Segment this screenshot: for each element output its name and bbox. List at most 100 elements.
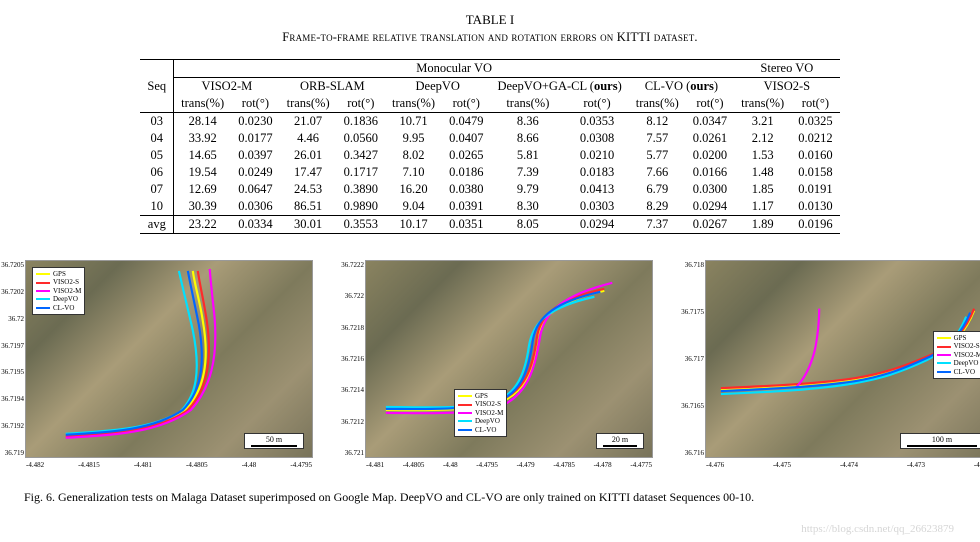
x-axis: -4.482-4.4815-4.481-4.4805-4.48-4.4795 bbox=[26, 461, 312, 469]
data-cell: 0.0186 bbox=[442, 164, 490, 181]
sub-rot: rot(°) bbox=[686, 95, 734, 113]
method-header: CL-VO (ours) bbox=[629, 78, 734, 96]
sub-trans: trans(%) bbox=[629, 95, 686, 113]
legend-swatch bbox=[36, 307, 50, 309]
data-cell: 0.0397 bbox=[231, 147, 279, 164]
data-cell: 1.85 bbox=[734, 181, 791, 198]
data-cell: 0.0294 bbox=[686, 198, 734, 216]
map-panel: GPSVISO2-SVISO2-MDeepVOCL-VO100 m36.7183… bbox=[705, 260, 980, 458]
legend-swatch bbox=[36, 290, 50, 292]
data-cell: 0.0353 bbox=[565, 113, 628, 131]
legend-item: VISO2-S bbox=[937, 342, 980, 350]
legend-label: VISO2-M bbox=[954, 351, 980, 359]
data-cell: 7.57 bbox=[629, 130, 686, 147]
sub-rot: rot(°) bbox=[337, 95, 385, 113]
data-cell: 5.81 bbox=[490, 147, 565, 164]
data-cell: 8.02 bbox=[385, 147, 442, 164]
legend-swatch bbox=[36, 298, 50, 300]
scale-label: 20 m bbox=[612, 435, 628, 444]
data-cell: 17.47 bbox=[280, 164, 337, 181]
table-row: avg23.220.033430.010.355310.170.03518.05… bbox=[140, 216, 839, 234]
legend-swatch bbox=[36, 273, 50, 275]
trajectory-overlay bbox=[366, 261, 652, 458]
data-cell: 8.12 bbox=[629, 113, 686, 131]
y-axis: 36.720536.720236.7236.719736.719536.7194… bbox=[0, 261, 24, 457]
data-cell: 0.0325 bbox=[791, 113, 839, 131]
data-cell: 10.17 bbox=[385, 216, 442, 234]
table-row: 1030.390.030686.510.98909.040.03918.300.… bbox=[140, 198, 839, 216]
legend-label: VISO2-S bbox=[475, 400, 501, 408]
legend-swatch bbox=[36, 282, 50, 284]
table-row: 0619.540.024917.470.17177.100.01867.390.… bbox=[140, 164, 839, 181]
legend-item: DeepVO bbox=[458, 417, 503, 425]
data-cell: 0.0261 bbox=[686, 130, 734, 147]
scale-label: 50 m bbox=[266, 435, 282, 444]
data-cell: 2.12 bbox=[734, 130, 791, 147]
data-cell: 14.65 bbox=[174, 147, 232, 164]
data-cell: 21.07 bbox=[280, 113, 337, 131]
legend-label: VISO2-M bbox=[475, 409, 503, 417]
data-cell: 1.17 bbox=[734, 198, 791, 216]
scale-line bbox=[603, 445, 637, 447]
errors-table: Monocular VO Stereo VO Seq VISO2-MORB-SL… bbox=[140, 59, 839, 234]
legend-label: CL-VO bbox=[954, 368, 975, 376]
data-cell: 0.0265 bbox=[442, 147, 490, 164]
legend-label: GPS bbox=[475, 392, 488, 400]
legend-swatch bbox=[937, 354, 951, 356]
legend-swatch bbox=[937, 371, 951, 373]
data-cell: 23.22 bbox=[174, 216, 232, 234]
data-cell: 19.54 bbox=[174, 164, 232, 181]
legend-item: VISO2-S bbox=[458, 400, 503, 408]
table-label: TABLE I bbox=[20, 12, 960, 28]
data-cell: 0.0160 bbox=[791, 147, 839, 164]
data-cell: 0.0267 bbox=[686, 216, 734, 234]
data-cell: 0.0351 bbox=[442, 216, 490, 234]
data-cell: 0.9890 bbox=[337, 198, 385, 216]
data-cell: 8.30 bbox=[490, 198, 565, 216]
legend-label: VISO2-S bbox=[954, 342, 980, 350]
data-cell: 0.0294 bbox=[565, 216, 628, 234]
legend-swatch bbox=[937, 337, 951, 339]
sub-row: trans(%)rot(°)trans(%)rot(°)trans(%)rot(… bbox=[140, 95, 839, 113]
scale-line bbox=[907, 445, 977, 447]
data-cell: 10.71 bbox=[385, 113, 442, 131]
data-cell: 12.69 bbox=[174, 181, 232, 198]
legend-item: CL-VO bbox=[937, 368, 980, 376]
group-mono: Monocular VO bbox=[174, 60, 734, 78]
data-cell: 0.0300 bbox=[686, 181, 734, 198]
data-cell: 0.0130 bbox=[791, 198, 839, 216]
legend-label: GPS bbox=[954, 334, 967, 342]
legend-label: DeepVO bbox=[475, 417, 500, 425]
data-cell: 4.46 bbox=[280, 130, 337, 147]
data-cell: 0.0560 bbox=[337, 130, 385, 147]
data-cell: 0.0177 bbox=[231, 130, 279, 147]
data-cell: 8.29 bbox=[629, 198, 686, 216]
data-cell: 9.95 bbox=[385, 130, 442, 147]
data-cell: 0.1836 bbox=[337, 113, 385, 131]
data-cell: 1.53 bbox=[734, 147, 791, 164]
group-stereo: Stereo VO bbox=[734, 60, 839, 78]
data-cell: 86.51 bbox=[280, 198, 337, 216]
data-cell: 30.39 bbox=[174, 198, 232, 216]
legend-swatch bbox=[458, 420, 472, 422]
seq-cell: 06 bbox=[140, 164, 173, 181]
trajectory-viso2-m bbox=[795, 309, 819, 388]
y-axis: 36.71836.717536.71736.716536.716 bbox=[668, 261, 704, 457]
legend-item: VISO2-S bbox=[36, 278, 81, 286]
legend-swatch bbox=[458, 412, 472, 414]
data-cell: 0.0413 bbox=[565, 181, 628, 198]
data-cell: 26.01 bbox=[280, 147, 337, 164]
seq-cell: 03 bbox=[140, 113, 173, 131]
legend-swatch bbox=[458, 404, 472, 406]
legend-label: CL-VO bbox=[475, 426, 496, 434]
table-caption: Frame-to-frame relative translation and … bbox=[20, 30, 960, 45]
x-axis: -4.481-4.4805-4.48-4.4795-4.479-4.4785-4… bbox=[366, 461, 652, 469]
data-cell: 0.0191 bbox=[791, 181, 839, 198]
data-cell: 9.79 bbox=[490, 181, 565, 198]
data-cell: 1.48 bbox=[734, 164, 791, 181]
data-cell: 0.0407 bbox=[442, 130, 490, 147]
table-row: 0328.140.023021.070.183610.710.04798.360… bbox=[140, 113, 839, 131]
scale-bar: 50 m bbox=[244, 433, 304, 449]
data-cell: 16.20 bbox=[385, 181, 442, 198]
legend: GPSVISO2-SVISO2-MDeepVOCL-VO bbox=[454, 389, 507, 437]
